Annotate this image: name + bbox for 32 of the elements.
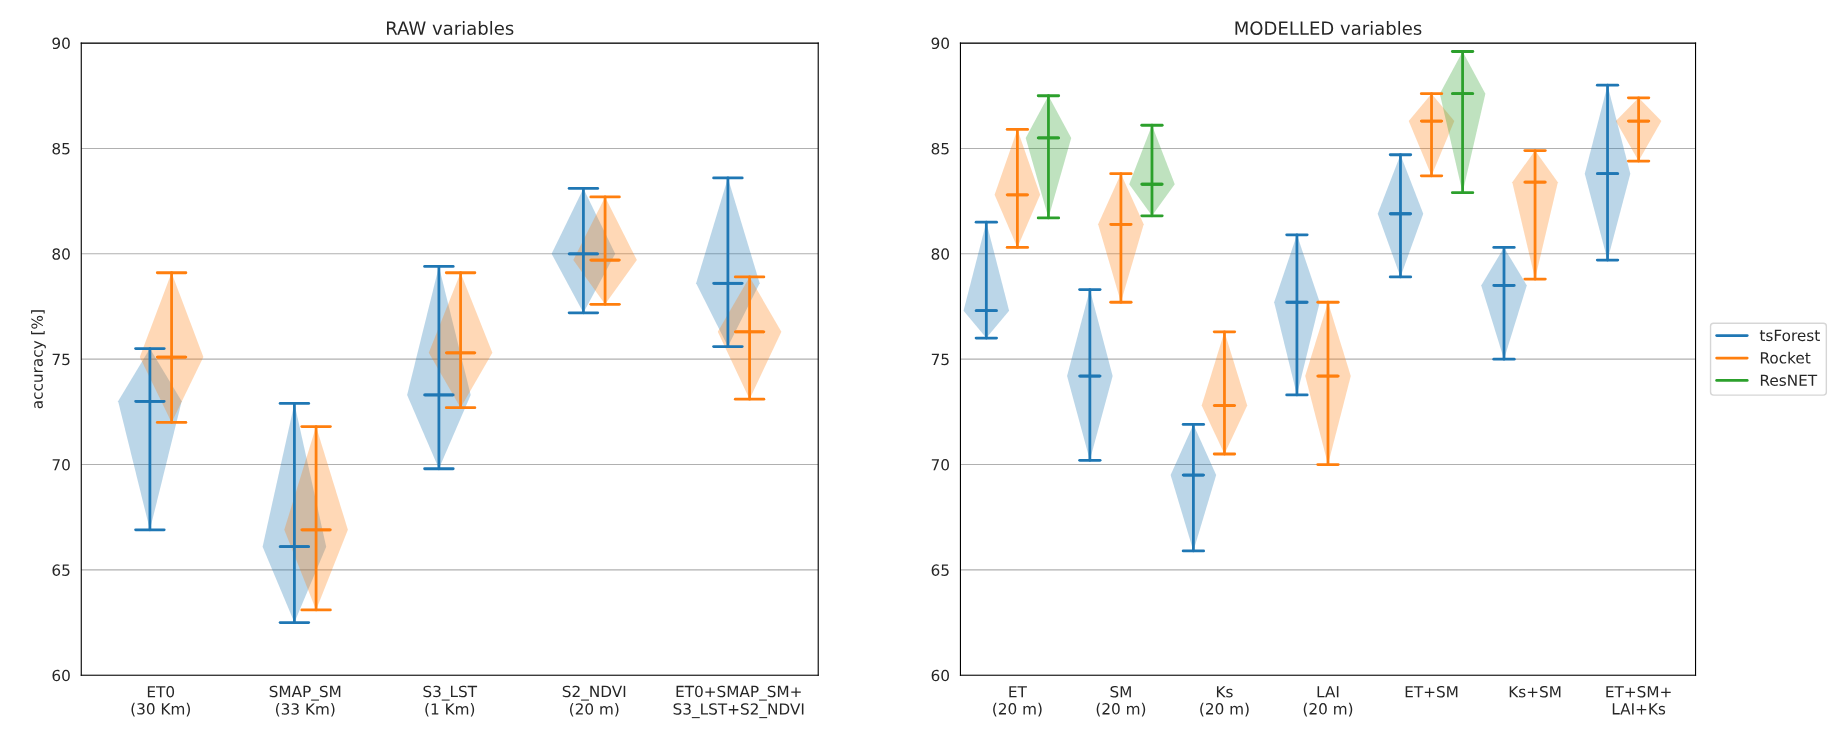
y-tick-label: 75 [931, 353, 949, 366]
x-tick-label: SMAP_SM (33 Km) [269, 685, 341, 717]
legend-label: tsForest [1759, 329, 1820, 342]
y-tick-label: 80 [52, 248, 70, 260]
legend-label: Rocket [1760, 351, 1811, 364]
x-tick-label: Ks (20 m) [1200, 686, 1249, 717]
x-tick-label: ET0 (30 Km) [131, 685, 190, 717]
y-tick-label: 70 [931, 458, 950, 471]
chart-title: MODELLED variables [1235, 21, 1422, 35]
x-tick-label: S2_NDVI (20 m) [562, 685, 626, 717]
legend-label: ResNET [1760, 374, 1818, 387]
x-tick-label: Ks+SM [1509, 685, 1561, 698]
y-tick-label: 85 [52, 142, 70, 155]
x-tick-label: ET (20 m) [993, 686, 1042, 717]
x-tick-label: ET0+SMAP_SM+ S3_LST+S2_NDVI [673, 685, 804, 719]
y-tick-label: 65 [52, 564, 70, 576]
x-tick-label: S3_LST (1 Km) [423, 685, 478, 717]
y-tick-label: 60 [52, 669, 70, 682]
chart-title: RAW variables [387, 21, 514, 35]
y-tick-label: 65 [931, 564, 949, 576]
y-tick-label: 90 [931, 37, 950, 50]
y-tick-label: 90 [52, 37, 70, 50]
x-tick-label: ET+SM+ LAI+Ks [1606, 685, 1671, 715]
y-axis-title: accuracy [%] [31, 310, 46, 409]
y-tick-label: 75 [52, 353, 70, 366]
y-tick-label: 80 [931, 248, 950, 260]
x-tick-label: ET+SM [1405, 685, 1458, 698]
x-tick-label: SM (20 m) [1096, 685, 1146, 717]
y-tick-label: 85 [931, 142, 949, 155]
y-tick-label: 70 [52, 458, 70, 471]
y-tick-label: 60 [931, 669, 950, 682]
x-tick-label: LAI (20 m) [1303, 686, 1353, 717]
